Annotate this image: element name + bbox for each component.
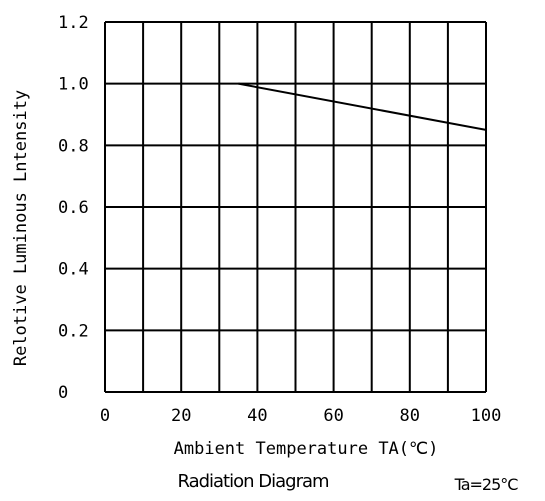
grid bbox=[104, 21, 487, 393]
x-tick-labels: 0 20 40 60 80 100 bbox=[100, 406, 501, 426]
series-group bbox=[238, 82, 487, 131]
series-line bbox=[238, 82, 487, 131]
condition-label: Ta=25°C bbox=[454, 475, 519, 494]
y-tick-label: 1.0 bbox=[58, 75, 89, 95]
x-axis-label: Ambient Temperature TA(℃) bbox=[174, 439, 439, 459]
y-axis-label: Relotive Luminous Lntensity bbox=[11, 90, 31, 366]
x-tick-label: 100 bbox=[471, 406, 502, 426]
y-tick-label: 0.2 bbox=[58, 321, 89, 341]
y-tick-label: 0 bbox=[58, 383, 68, 403]
y-tick-label: 0.6 bbox=[58, 198, 89, 218]
x-tick-label: 40 bbox=[247, 406, 267, 426]
y-tick-label: 0.4 bbox=[58, 260, 89, 280]
y-tick-label: 0.8 bbox=[58, 136, 89, 156]
y-tick-labels: 1.2 1.0 0.8 0.6 0.4 0.2 0 bbox=[58, 13, 89, 403]
x-tick-label: 80 bbox=[400, 406, 420, 426]
x-tick-label: 0 bbox=[100, 406, 110, 426]
x-tick-label: 60 bbox=[323, 406, 343, 426]
chart-title: Radiation Diagram bbox=[177, 471, 328, 492]
x-tick-label: 20 bbox=[171, 406, 191, 426]
y-tick-label: 1.2 bbox=[58, 13, 89, 33]
